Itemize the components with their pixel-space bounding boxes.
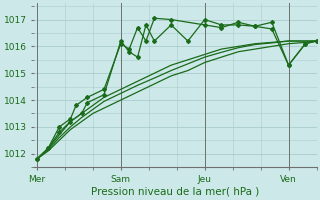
X-axis label: Pression niveau de la mer( hPa ): Pression niveau de la mer( hPa ) xyxy=(91,187,260,197)
